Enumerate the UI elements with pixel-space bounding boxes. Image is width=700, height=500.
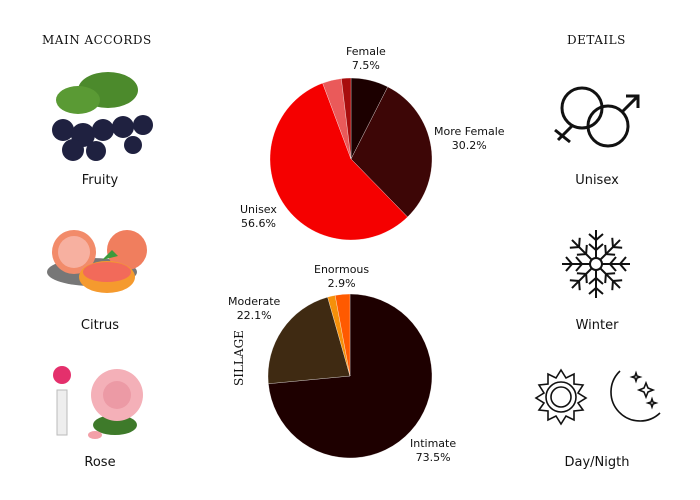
pie-slice-moderate — [267, 296, 351, 384]
detail-unisex: Unisex — [575, 173, 619, 188]
sun-moon-icon — [534, 368, 661, 426]
snowflake-icon — [561, 230, 631, 299]
details-heading: DETAILS — [567, 33, 626, 47]
accord-rose: Rose — [84, 455, 116, 470]
accord-citrus: Citrus — [80, 318, 120, 333]
label-unisex: Unisex 56.6% — [240, 203, 277, 230]
gender-symbols-icon — [554, 86, 640, 148]
fruity-image — [52, 72, 153, 161]
label-more-female: More Female 30.2% — [434, 125, 505, 152]
citrus-image — [47, 230, 147, 293]
pie-slice-enormous — [334, 293, 351, 377]
pie-slice-more-female — [350, 86, 433, 218]
sillage-axis-title: SILLAGE — [232, 330, 246, 386]
accord-fruity: Fruity — [81, 173, 119, 188]
label-enormous: Enormous 2.9% — [314, 263, 370, 290]
main-accords-heading: MAIN ACCORDS — [42, 33, 152, 47]
label-moderate: Moderate 22.1% — [228, 295, 281, 322]
pie-slice-unisex — [269, 82, 408, 241]
rose-image — [53, 366, 143, 439]
pie-slice-unlabeled-4 — [341, 77, 352, 160]
pie-slice-intimate — [268, 293, 433, 459]
label-intimate: Intimate 73.5% — [410, 437, 457, 464]
label-female: Female 7.5% — [346, 45, 386, 72]
detail-day-night: Day/Nigth — [564, 455, 630, 470]
detail-winter: Winter — [575, 318, 619, 333]
